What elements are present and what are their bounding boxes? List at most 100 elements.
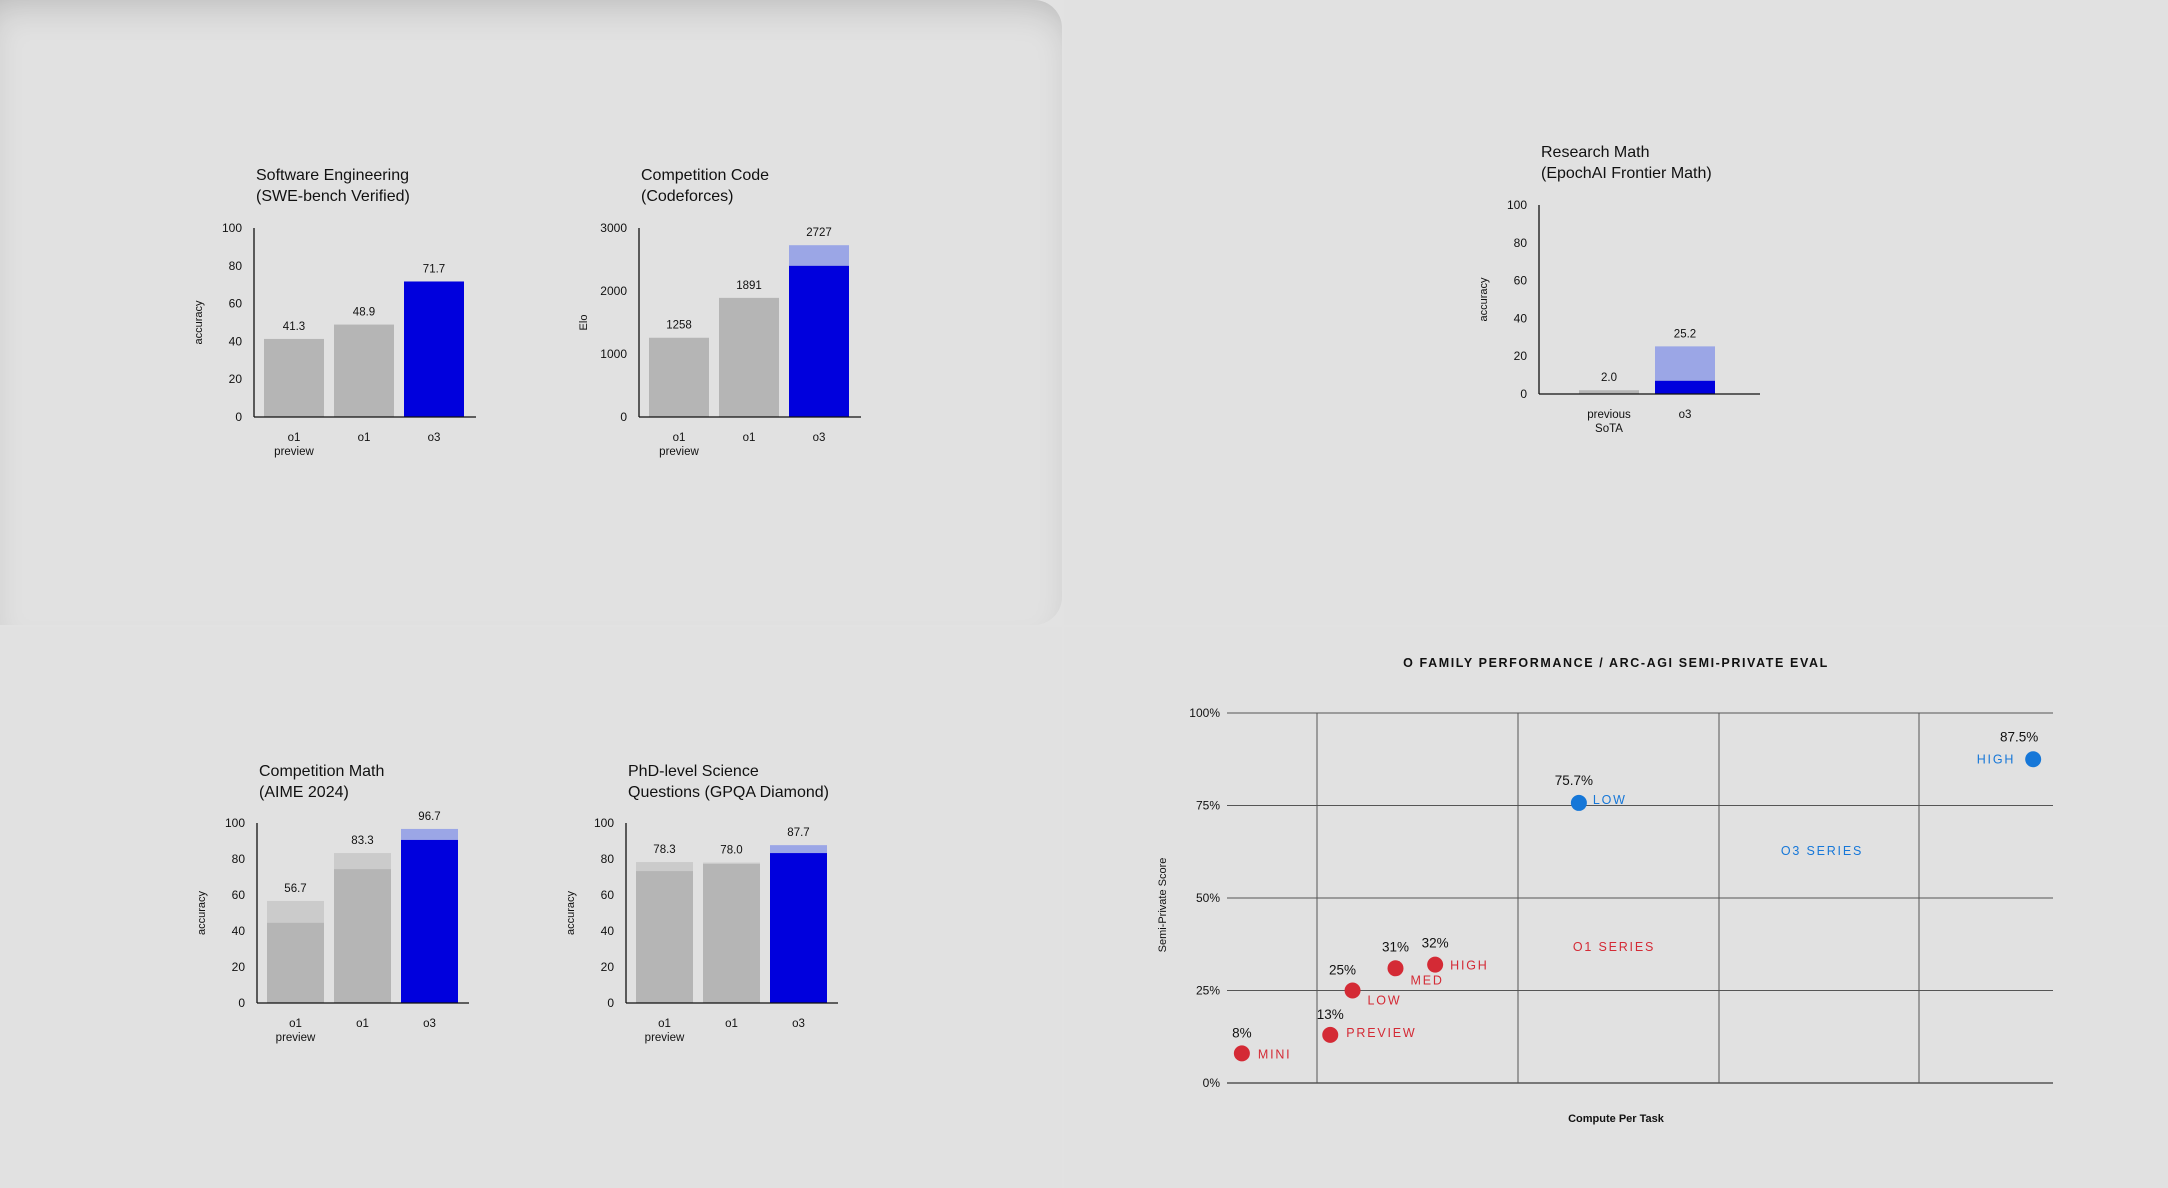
y-tick-label: 0% [1203, 1076, 1221, 1090]
data-point [2025, 751, 2042, 768]
bar-value-label: 87.7 [787, 827, 809, 839]
chart-arcagi: O FAMILY PERFORMANCE / ARC-AGI SEMI-PRIV… [1157, 656, 2053, 1125]
chart-gpqa: PhD-level Science Questions (GPQA Diamond… [565, 763, 838, 1044]
data-point-value: 32% [1422, 936, 1449, 951]
y-tick-label: 100 [594, 816, 614, 830]
x-category-label: o3 [792, 1018, 805, 1030]
y-tick-label: 0 [235, 410, 242, 424]
y-tick-label: 20 [232, 960, 246, 974]
panel-bottom-right [1064, 627, 2168, 1188]
bar-extension [703, 862, 760, 864]
data-point-label: LOW [1593, 793, 1627, 807]
chart-title: Software Engineering [256, 167, 409, 184]
bar-value-label: 25.2 [1674, 328, 1696, 340]
bar-extension [401, 828, 458, 840]
bar-extension [1655, 346, 1715, 381]
bar [1655, 380, 1715, 394]
bar-value-label: 96.7 [418, 811, 440, 823]
y-tick-label: 80 [601, 852, 615, 866]
x-category-label: o1 [725, 1018, 738, 1030]
data-point-value: 25% [1329, 963, 1356, 978]
y-tick-label: 100% [1189, 706, 1220, 720]
y-tick-label: 40 [1514, 311, 1528, 325]
data-point [1427, 956, 1444, 973]
y-tick-label: 1000 [600, 347, 627, 361]
y-tick-label: 40 [232, 924, 246, 938]
bar [636, 871, 693, 1003]
x-category-label: o1 [743, 432, 756, 444]
y-axis-label: accuracy [1478, 277, 1490, 322]
chart-title: PhD-level Science [628, 763, 759, 780]
data-point-label: MED [1411, 973, 1444, 987]
bar [404, 281, 464, 417]
y-tick-label: 100 [222, 221, 242, 235]
y-tick-label: 80 [232, 852, 246, 866]
y-tick-label: 25% [1196, 984, 1220, 998]
bar-value-label: 41.3 [283, 321, 305, 333]
y-tick-label: 50% [1196, 891, 1220, 905]
chart-codeforces: Competition Code (Codeforces) 0 1000 2000 300… [578, 167, 861, 458]
x-category-label: preview [274, 446, 314, 458]
bar-extension [789, 245, 849, 266]
bar [770, 853, 827, 1003]
y-axis-label: accuracy [565, 890, 577, 935]
chart-title: Competition Code [641, 167, 769, 184]
chart-aime: Competition Math (AIME 2024) 0 20 40 60 80 100 a… [196, 763, 469, 1044]
bar-value-label: 83.3 [351, 835, 373, 847]
y-tick-label: 20 [1514, 349, 1528, 363]
data-point [1570, 794, 1587, 811]
x-category-label: o3 [1679, 409, 1692, 421]
y-tick-label: 0 [1520, 387, 1527, 401]
y-tick-label: 60 [232, 888, 246, 902]
data-point-label: HIGH [1450, 959, 1488, 973]
data-point-value: 13% [1317, 1007, 1344, 1022]
y-tick-label: 20 [601, 960, 615, 974]
x-category-label: o1 [673, 432, 686, 444]
bar-value-label: 2.0 [1601, 372, 1617, 384]
data-point [1344, 982, 1361, 999]
bar [1579, 390, 1639, 394]
bar [334, 324, 394, 417]
bar-extension [334, 853, 391, 870]
x-axis-label: Compute Per Task [1568, 1113, 1665, 1125]
x-category-label: o1 [289, 1018, 302, 1030]
chart-swe: Software Engineering (SWE-bench Verified)… [193, 167, 476, 458]
bar-value-label: 78.0 [720, 845, 742, 857]
x-category-label: SoTA [1595, 423, 1623, 435]
y-axis-label: accuracy [193, 300, 205, 345]
x-category-label: o1 [658, 1018, 671, 1030]
bar [264, 338, 324, 417]
series-label: O1 SERIES [1573, 940, 1655, 954]
y-tick-label: 40 [229, 334, 243, 348]
x-category-label: o3 [428, 432, 441, 444]
data-point-label: LOW [1368, 994, 1402, 1008]
bar-value-label: 2727 [806, 227, 832, 239]
bar [649, 337, 709, 417]
chart-title: O FAMILY PERFORMANCE / ARC-AGI SEMI-PRIV… [1403, 656, 1829, 670]
x-category-label: o1 [358, 432, 371, 444]
chart-title: Competition Math [259, 763, 384, 780]
bar-value-label: 1891 [736, 280, 762, 292]
x-category-label: preview [276, 1032, 316, 1044]
bar-extension [770, 845, 827, 854]
x-category-label: preview [645, 1032, 685, 1044]
y-tick-label: 0 [607, 996, 614, 1010]
y-tick-label: 100 [225, 816, 245, 830]
data-point-label: MINI [1258, 1047, 1292, 1061]
y-tick-label: 60 [601, 888, 615, 902]
bar-value-label: 48.9 [353, 307, 375, 319]
y-tick-label: 3000 [600, 221, 627, 235]
x-category-label: preview [659, 446, 699, 458]
y-tick-label: 0 [238, 996, 245, 1010]
y-tick-label: 80 [229, 259, 243, 273]
data-point-label: HIGH [1977, 752, 2015, 766]
bar [334, 869, 391, 1003]
chart-title: Questions (GPQA Diamond) [628, 784, 829, 801]
data-point [1233, 1045, 1250, 1062]
bar-value-label: 78.3 [653, 844, 675, 856]
y-tick-label: 60 [1514, 274, 1528, 288]
chart-title: (AIME 2024) [259, 784, 349, 801]
bar [267, 922, 324, 1003]
chart-title: (SWE-bench Verified) [256, 188, 410, 205]
